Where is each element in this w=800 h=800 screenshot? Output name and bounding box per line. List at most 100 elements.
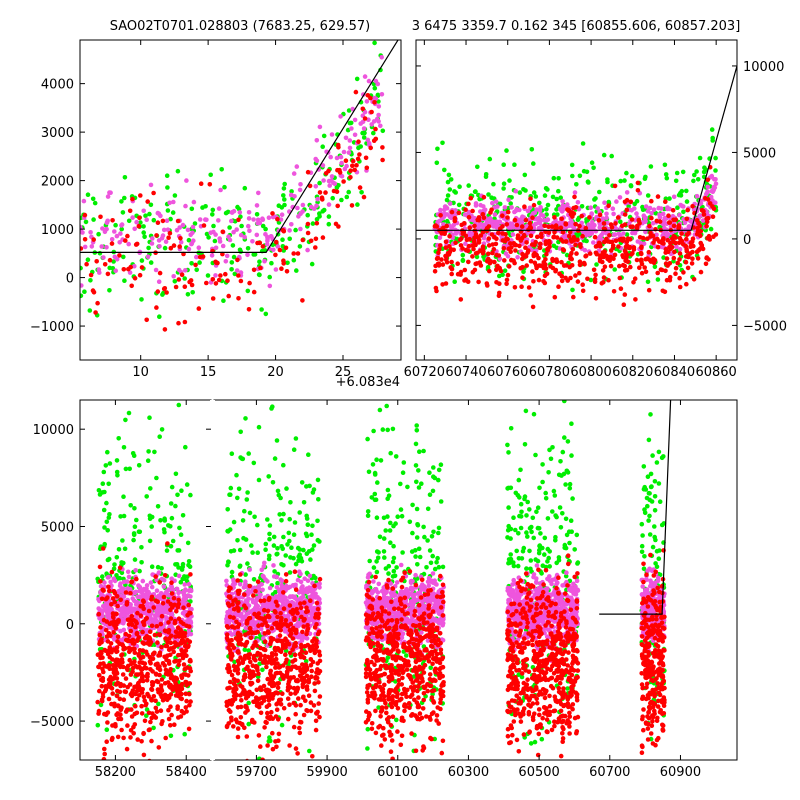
green-point <box>674 170 680 176</box>
green-point <box>118 514 123 519</box>
red-point <box>458 243 464 248</box>
magenta-point <box>112 578 118 584</box>
green-point <box>189 261 194 266</box>
magenta-point <box>149 584 155 590</box>
red-point <box>189 282 195 288</box>
magenta-point <box>314 158 320 164</box>
magenta-point <box>186 630 191 636</box>
green-point <box>244 497 250 502</box>
red-point <box>161 594 167 600</box>
top-left-xtick-label: 20 <box>267 365 284 380</box>
green-point <box>173 503 178 509</box>
red-point <box>439 257 444 262</box>
green-point <box>574 182 579 187</box>
green-point <box>483 172 489 177</box>
green-point <box>194 267 199 273</box>
red-point <box>326 168 331 174</box>
red-point <box>348 175 353 180</box>
red-point <box>90 288 96 293</box>
magenta-point <box>114 233 120 239</box>
red-point <box>350 158 356 164</box>
magenta-point <box>582 247 588 253</box>
magenta-point <box>156 627 162 633</box>
red-point <box>300 298 305 303</box>
red-point <box>646 287 652 293</box>
magenta-point <box>105 575 111 580</box>
magenta-point <box>160 609 165 615</box>
red-point <box>149 596 154 602</box>
red-point <box>106 663 112 668</box>
red-point <box>622 248 628 254</box>
magenta-point <box>88 230 93 235</box>
red-point <box>544 251 549 257</box>
green-point <box>713 155 718 161</box>
green-point <box>174 562 180 567</box>
green-point <box>107 461 113 466</box>
red-point <box>671 223 677 229</box>
green-point <box>448 177 454 182</box>
red-point <box>115 703 121 708</box>
magenta-point <box>305 247 310 253</box>
red-point <box>542 273 548 279</box>
red-point <box>593 250 599 256</box>
red-point <box>124 600 130 605</box>
green-point <box>281 193 286 198</box>
red-point <box>465 279 471 285</box>
red-point <box>93 310 98 315</box>
red-point <box>530 215 535 220</box>
red-point <box>115 634 121 639</box>
green-point <box>132 557 138 562</box>
red-point <box>235 578 240 583</box>
red-point <box>580 282 585 288</box>
green-point <box>136 529 142 534</box>
red-point <box>110 735 115 741</box>
magenta-point <box>104 220 110 225</box>
green-point <box>662 162 668 168</box>
green-point <box>275 551 280 557</box>
red-point <box>131 641 137 646</box>
red-point <box>179 634 185 639</box>
green-point <box>186 237 192 243</box>
green-point <box>231 519 237 525</box>
red-point <box>649 215 654 221</box>
magenta-point <box>681 204 686 209</box>
magenta-point <box>130 596 135 601</box>
top-right-xtick-label: 60800 <box>570 365 611 380</box>
red-point <box>686 230 691 236</box>
magenta-point <box>254 232 260 238</box>
red-point <box>612 252 618 258</box>
red-point <box>364 165 370 171</box>
green-point <box>537 200 542 206</box>
green-point <box>640 207 646 212</box>
red-point <box>504 222 510 227</box>
magenta-point <box>649 211 654 216</box>
magenta-point <box>634 211 639 216</box>
green-point <box>256 272 262 277</box>
red-point <box>180 630 185 635</box>
green-point <box>555 212 560 217</box>
red-point <box>178 236 183 241</box>
magenta-point <box>366 78 372 84</box>
red-point <box>102 647 107 653</box>
magenta-point <box>256 586 262 591</box>
magenta-point <box>295 634 301 640</box>
red-point <box>166 716 172 722</box>
red-point <box>630 224 635 229</box>
green-point <box>246 721 251 727</box>
red-point <box>121 735 126 741</box>
magenta-point <box>284 583 289 589</box>
magenta-point <box>112 229 117 234</box>
green-point <box>255 550 260 555</box>
magenta-point <box>656 205 661 211</box>
red-point <box>501 246 507 251</box>
green-point <box>308 557 313 562</box>
red-point <box>662 289 668 295</box>
red-point <box>613 221 618 226</box>
green-point <box>186 562 191 568</box>
magenta-point <box>191 199 197 205</box>
red-point <box>158 708 164 713</box>
green-point <box>91 217 96 222</box>
green-point <box>131 531 137 536</box>
magenta-point <box>154 608 159 613</box>
green-point <box>475 164 480 170</box>
